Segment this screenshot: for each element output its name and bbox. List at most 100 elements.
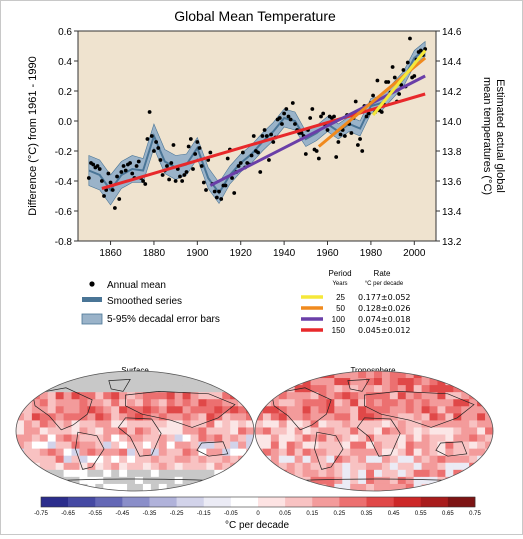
surface-map-title: Surface [121, 366, 149, 375]
troposphere-map-panel: Troposphere [254, 366, 494, 492]
annual-mean-point [123, 168, 128, 173]
y-tick-label: -0.6 [55, 207, 73, 218]
annual-mean-point [204, 188, 208, 192]
annual-mean-point [186, 144, 191, 149]
annual-mean-point [360, 149, 365, 153]
annual-mean-point [208, 150, 213, 155]
annual-mean-point [119, 170, 124, 174]
colorbar-tick-label: -0.45 [116, 511, 130, 517]
colorbar-segment [285, 497, 313, 507]
chart-title: Global Mean Temperature [174, 8, 336, 24]
x-tick-label: 1940 [273, 248, 296, 259]
x-tick-label: 2000 [403, 248, 426, 259]
y-tick-label: -0.8 [55, 237, 73, 248]
y2-tick-label: 13.8 [442, 147, 462, 158]
y2-axis-label-line2: mean temperatures (°C) [481, 77, 493, 195]
colorbar-segment [366, 497, 394, 507]
colorbar-tick-label: 0.45 [388, 511, 400, 517]
trend-legend-period: 150 [332, 326, 346, 335]
y2-tick-label: 14.4 [442, 57, 462, 68]
annual-mean-point [282, 111, 287, 116]
annual-mean-point [342, 134, 347, 138]
annual-mean-point [379, 110, 384, 114]
annual-mean-point [182, 173, 187, 177]
colorbar-tick-label: -0.75 [34, 511, 48, 517]
trend-lines [101, 49, 427, 190]
x-tick-label: 1920 [230, 248, 253, 259]
annual-mean-point [256, 150, 260, 155]
y2-tick-label: 13.4 [442, 207, 462, 218]
annual-mean-point [112, 206, 117, 210]
annual-mean-point [408, 36, 412, 41]
trend-legend-rate: 0.128±0.026 [358, 304, 411, 313]
troposphere-map [254, 370, 494, 492]
annual-mean-point [214, 195, 219, 200]
annual-mean-point [128, 161, 132, 165]
trend-legend-rate: 0.177±0.052 [358, 293, 411, 302]
y-axis-left: 0.6 0.4 0.2 0.0 -0.2 -0.4 -0.6 -0.8 [55, 27, 78, 248]
annual-mean-point [251, 134, 256, 138]
annual-mean-point [169, 161, 174, 165]
colorbar-tick-label: -0.15 [197, 511, 211, 517]
annual-mean-point [338, 132, 343, 137]
annual-mean-point [262, 128, 267, 132]
colorbar-tick-label: -0.35 [143, 511, 157, 517]
trend-legend-period: 100 [332, 315, 346, 324]
annual-mean-point [110, 188, 115, 192]
annual-mean-point [286, 114, 291, 119]
legend: Annual mean Smoothed series 5-95% decada… [81, 269, 411, 335]
annual-mean-point [195, 140, 200, 144]
annual-mean-point [334, 155, 339, 159]
annual-mean-point [418, 48, 423, 53]
colorbar: -0.75 -0.65 -0.55 -0.45 -0.35 -0.25 -0.15 -0.05… [34, 496, 481, 517]
annual-mean-point [99, 179, 104, 183]
annual-mean-point [160, 173, 165, 177]
y-tick-label: -0.4 [55, 177, 73, 188]
annual-mean-point [95, 164, 100, 168]
troposphere-map-title: Troposphere [350, 366, 396, 375]
annual-mean-point [219, 197, 224, 201]
annual-mean-point [178, 174, 182, 179]
annual-mean-point [117, 197, 122, 201]
trend-legend-rate: 0.045±0.012 [358, 326, 411, 335]
y2-axis-label-line1: Estimated actual global [494, 79, 506, 193]
trend-legend-rows: 25 0.177±0.052 50 0.128±0.026 100 0.074±0.018… [301, 293, 411, 335]
colorbar-label: °C per decade [225, 520, 289, 531]
legend-period-units: Years [332, 281, 347, 287]
legend-annual-mean-marker [89, 281, 95, 287]
legend-rate-header: Rate [374, 269, 391, 278]
annual-mean-point [102, 194, 106, 198]
surface-map [15, 370, 255, 492]
annual-mean-point [191, 167, 195, 171]
colorbar-border [40, 496, 476, 508]
annual-mean-point [240, 150, 245, 155]
annual-mean-point [165, 164, 169, 168]
annual-mean-point [188, 137, 193, 141]
trend-legend-rate: 0.074±0.018 [358, 315, 411, 324]
annual-mean-point [392, 75, 397, 80]
annual-mean-point [232, 191, 237, 195]
annual-mean-point [91, 162, 96, 167]
y-tick-label: -0.2 [55, 147, 73, 158]
colorbar-tick-label: 0 [256, 511, 260, 517]
annual-mean-point [399, 83, 404, 87]
annual-mean-point [267, 158, 271, 162]
annual-mean-point [308, 116, 313, 120]
annual-mean-point [353, 99, 358, 104]
y-axis-label: Difference (°C) from 1961 - 1990 [27, 56, 39, 216]
y-tick-label: 0.0 [58, 117, 72, 128]
colorbar-segment [149, 497, 177, 507]
y-tick-label: 0.4 [58, 57, 72, 68]
annual-mean-point [134, 164, 139, 168]
colorbar-segment [68, 497, 96, 507]
x-tick-label: 1960 [316, 248, 339, 259]
annual-mean-point [258, 170, 263, 174]
colorbar-segment [393, 497, 422, 507]
colorbar-segment [41, 497, 69, 507]
annual-mean-point [217, 189, 221, 194]
colorbar-segment [122, 497, 150, 507]
annual-mean-point [199, 164, 204, 168]
annual-mean-point [236, 164, 241, 168]
annual-mean-point [108, 180, 113, 185]
